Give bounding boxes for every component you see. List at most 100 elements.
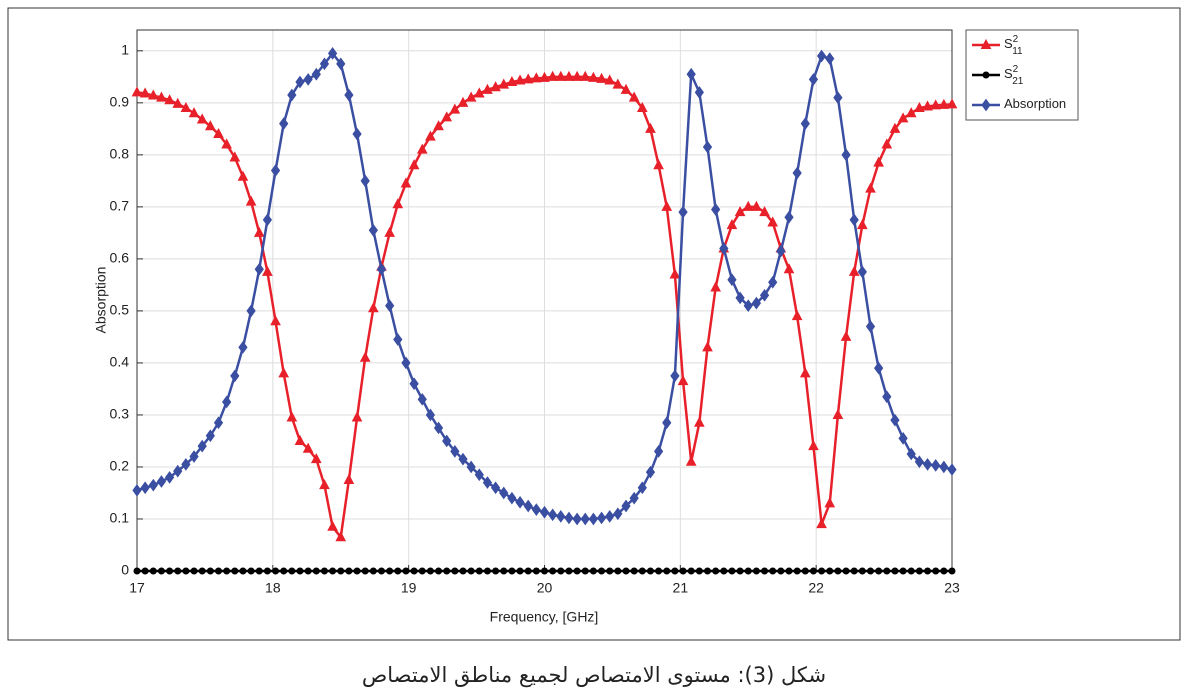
marker (156, 475, 167, 488)
marker (931, 459, 941, 472)
marker (294, 434, 306, 445)
marker (237, 170, 249, 181)
y-tick-label: 0.9 (110, 94, 130, 110)
marker (613, 507, 623, 521)
marker (433, 421, 444, 435)
marker (532, 567, 540, 575)
marker (726, 219, 738, 230)
marker (653, 445, 664, 458)
marker (777, 567, 785, 575)
marker (255, 567, 263, 575)
marker (809, 567, 817, 575)
marker (400, 177, 412, 188)
legend-sup: 2 (1013, 64, 1019, 75)
marker (735, 291, 745, 305)
marker (482, 83, 493, 94)
marker (401, 356, 411, 370)
marker (662, 416, 672, 430)
marker (663, 567, 671, 575)
legend-name: S (1004, 36, 1013, 51)
marker (473, 87, 485, 98)
marker (409, 377, 419, 391)
marker (547, 70, 558, 81)
marker (231, 567, 239, 575)
series (133, 567, 956, 575)
marker (751, 200, 762, 211)
marker (905, 107, 917, 118)
marker (393, 333, 403, 346)
marker (808, 73, 819, 86)
marker (848, 265, 860, 276)
marker (174, 567, 182, 575)
marker (890, 413, 900, 427)
marker (425, 130, 436, 141)
marker (164, 471, 175, 484)
marker (229, 151, 241, 162)
marker (360, 174, 370, 188)
marker (857, 219, 868, 230)
marker (189, 450, 199, 463)
marker (198, 567, 206, 575)
legend-sup: 2 (1013, 34, 1019, 45)
marker (173, 464, 183, 478)
marker (589, 567, 597, 575)
marker (826, 567, 834, 575)
marker (704, 567, 711, 575)
marker (646, 567, 654, 575)
marker (761, 567, 769, 575)
marker (677, 375, 689, 386)
marker (483, 567, 491, 575)
marker (842, 567, 850, 575)
marker (752, 567, 760, 575)
marker (531, 503, 541, 516)
y-tick-label: 0.3 (110, 406, 130, 422)
marker (694, 86, 704, 99)
marker (351, 411, 363, 422)
marker (359, 351, 371, 362)
marker (588, 512, 599, 526)
marker (147, 89, 159, 100)
marker (719, 242, 729, 255)
marker (499, 486, 509, 500)
marker (670, 369, 680, 383)
marker (442, 434, 452, 448)
marker (172, 97, 184, 108)
marker (742, 200, 754, 211)
marker (548, 508, 558, 522)
marker (799, 367, 811, 378)
marker (687, 567, 695, 575)
marker (636, 101, 648, 113)
marker (899, 567, 907, 575)
marker (841, 148, 851, 162)
marker (190, 567, 198, 575)
marker (539, 71, 550, 82)
marker (622, 567, 630, 575)
marker (280, 567, 288, 575)
marker (557, 567, 565, 575)
marker (278, 367, 290, 378)
marker (368, 302, 379, 313)
x-tick-label: 23 (944, 580, 960, 596)
x-tick-label: 21 (673, 580, 689, 596)
marker (368, 223, 378, 237)
marker (327, 520, 338, 531)
marker (205, 120, 216, 131)
marker (702, 341, 713, 352)
marker (156, 91, 167, 102)
marker (573, 567, 581, 575)
marker (669, 268, 681, 279)
marker (492, 567, 500, 575)
marker (661, 200, 673, 211)
marker (279, 117, 289, 130)
marker (378, 567, 385, 575)
marker (620, 83, 632, 94)
marker (205, 429, 215, 443)
marker (832, 408, 844, 419)
marker (304, 567, 312, 575)
marker (882, 390, 892, 404)
marker (352, 127, 362, 141)
marker (458, 452, 468, 466)
